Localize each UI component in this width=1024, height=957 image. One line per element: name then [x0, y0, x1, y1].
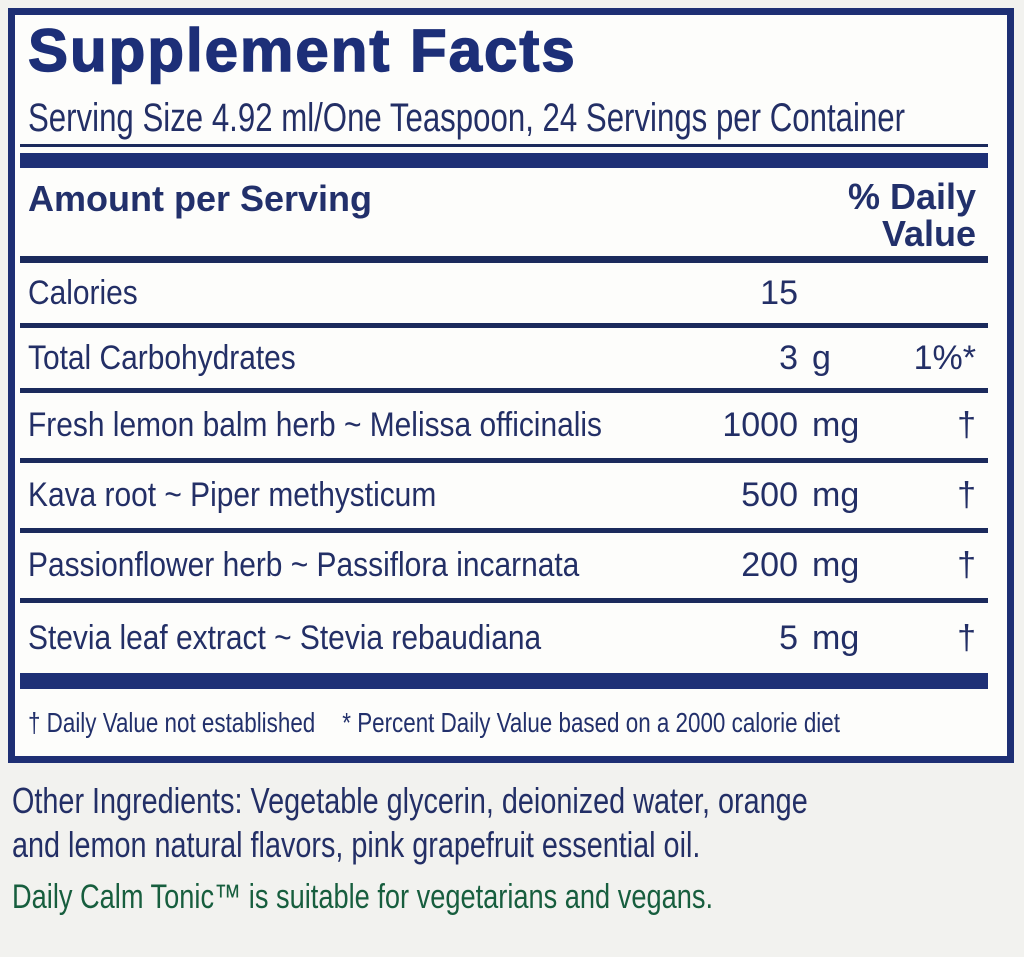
supplement-facts-panel: Supplement Facts Serving Size 4.92 ml/On… [8, 8, 1014, 763]
dagger-note: † Daily Value not established [28, 706, 316, 738]
daily-value-cell: † [957, 618, 976, 657]
thick-bar-bottom [20, 673, 988, 689]
serving-size-line: Serving Size 4.92 ml/One Teaspoon, 24 Se… [20, 96, 988, 140]
asterisk-note: * Percent Daily Value based on a 2000 ca… [342, 706, 840, 738]
ingredient-name: Total Carbohydrates [28, 338, 296, 377]
table-row: Fresh lemon balm herb ~ Melissa officina… [20, 393, 988, 463]
amount-value: 500 [741, 476, 798, 514]
thick-bar-top [20, 153, 988, 168]
ingredient-name: Fresh lemon balm herb ~ Melissa officina… [28, 406, 602, 444]
amount-cell: 200 mg [695, 546, 870, 585]
amount-unit: g [812, 338, 831, 377]
table-row: Calories 15 [20, 263, 988, 328]
footnote-text: † Daily Value not established * Percent … [28, 707, 840, 739]
amount-unit: mg [812, 546, 860, 584]
amount-value: 200 [741, 546, 798, 584]
amount-cell: 500 mg [695, 476, 870, 515]
other-ingredients-line-1: Other Ingredients: Vegetable glycerin, d… [12, 780, 808, 821]
table-row: Kava root ~ Piper methysticum 500 mg † [20, 463, 988, 533]
ingredient-name-cell: Calories [28, 274, 695, 313]
ingredient-name-cell: Total Carbohydrates [28, 339, 695, 378]
daily-value-cell: 1%* [913, 338, 976, 377]
table-row: Total Carbohydrates 3 g 1%* [20, 328, 988, 393]
facts-header-row: Amount per Serving % Daily Value [20, 168, 988, 263]
percent-daily-value-line1: % Daily [847, 176, 976, 217]
amount-value: 3 [779, 338, 798, 377]
thin-rule [20, 144, 988, 147]
amount-unit: mg [812, 476, 860, 514]
daily-value-cell: † [957, 406, 976, 444]
daily-value-cell: † [957, 546, 976, 584]
ingredient-name: Calories [28, 273, 138, 312]
amount-unit: mg [812, 618, 860, 657]
table-row: Passionflower herb ~ Passiflora incarnat… [20, 533, 988, 603]
amount-cell: 15 [695, 274, 870, 313]
amount-cell: 3 g [695, 339, 870, 378]
amount-cell: 1000 mg [695, 406, 870, 445]
amount-unit: mg [812, 406, 860, 444]
serving-size-text: Serving Size 4.92 ml/One Teaspoon, 24 Se… [28, 96, 906, 140]
ingredient-name: Stevia leaf extract ~ Stevia rebaudiana [28, 618, 542, 657]
percent-daily-value-heading: % Daily Value [848, 178, 988, 252]
panel-title: Supplement Facts [27, 17, 577, 84]
percent-daily-value-line2: Value [881, 213, 976, 254]
other-ingredients-line-2: and lemon natural flavors, pink grapefru… [12, 824, 701, 865]
table-row: Stevia leaf extract ~ Stevia rebaudiana … [20, 603, 988, 673]
amount-value: 1000 [722, 406, 798, 444]
ingredient-name-cell: Kava root ~ Piper methysticum [28, 476, 695, 515]
amount-cell: 5 mg [695, 619, 870, 658]
amount-value: 15 [760, 273, 798, 312]
daily-value-cell: † [957, 476, 976, 514]
ingredient-name: Passionflower herb ~ Passiflora incarnat… [28, 546, 580, 584]
vegan-note: Daily Calm Tonic™ is suitable for vegeta… [12, 878, 713, 916]
facts-rows: Calories 15 Total Carbohydrates 3 g 1%* … [20, 263, 988, 673]
ingredient-name-cell: Passionflower herb ~ Passiflora incarnat… [28, 546, 695, 585]
ingredient-name: Kava root ~ Piper methysticum [28, 476, 437, 514]
amount-per-serving-heading: Amount per Serving [28, 178, 373, 219]
footnote-row: † Daily Value not established * Percent … [20, 689, 988, 756]
amount-value: 5 [779, 618, 798, 657]
ingredient-name-cell: Stevia leaf extract ~ Stevia rebaudiana [28, 619, 695, 658]
ingredient-name-cell: Fresh lemon balm herb ~ Melissa officina… [28, 406, 695, 445]
below-panel-text: Other Ingredients: Vegetable glycerin, d… [12, 779, 1024, 919]
